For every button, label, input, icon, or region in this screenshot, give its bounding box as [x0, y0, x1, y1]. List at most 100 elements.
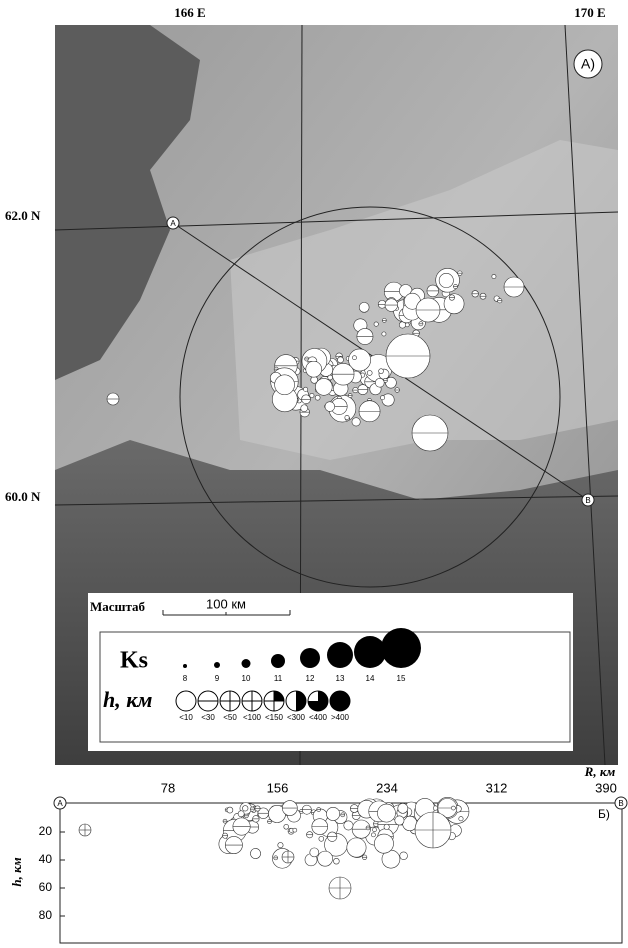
ks-class-label: 9 [215, 674, 220, 683]
epicenter [301, 405, 308, 412]
hypocenter [318, 851, 333, 866]
epicenter [367, 370, 372, 375]
longitude-label: 170 E [574, 5, 605, 20]
epicenter [374, 322, 378, 326]
epicenter [375, 378, 384, 387]
ks-title: Ks [120, 648, 148, 674]
ks-class-label: 14 [366, 674, 375, 683]
epicenter [306, 361, 322, 377]
epicenter [380, 396, 384, 400]
hypocenter [374, 834, 393, 853]
hypocenter [372, 828, 376, 832]
hypocenter [250, 848, 260, 858]
hypocenter [344, 821, 353, 830]
hypocenter [284, 824, 289, 829]
ks-symbol [214, 662, 220, 668]
epicenter [303, 387, 307, 391]
epicenter [352, 356, 356, 360]
depth-class-label: >400 [331, 713, 350, 722]
depth-class-label: <400 [309, 713, 328, 722]
hypocenter [459, 817, 463, 821]
legend-box [88, 593, 573, 751]
epicenter [275, 375, 295, 395]
hypocenter [333, 858, 339, 864]
epicenter [492, 274, 496, 278]
depth-class-label: <30 [201, 713, 215, 722]
hypocenter [326, 807, 339, 820]
y-tick-label: 20 [39, 824, 53, 838]
longitude-label: 166 E [174, 5, 205, 20]
latitude-label: 62.0 N [5, 208, 41, 223]
hypocenter [384, 824, 389, 829]
epicenter [315, 395, 320, 400]
ks-symbol [354, 636, 386, 668]
point-label: A [170, 219, 176, 228]
depth-class-label: <50 [223, 713, 237, 722]
x-tick-label: 390 [595, 780, 617, 795]
epicenter [439, 273, 453, 287]
x-axis-title: R, км [584, 764, 616, 779]
hypocenter [398, 803, 408, 813]
latitude-label: 60.0 N [5, 489, 41, 504]
hypocenter [395, 816, 404, 825]
ks-class-label: 11 [274, 674, 283, 683]
y-tick-label: 40 [39, 852, 53, 866]
ks-symbol [183, 664, 187, 668]
ks-class-label: 10 [242, 674, 251, 683]
hypocenter [377, 804, 395, 822]
profile-panel: R, км Б) A B h, км 78 156 234 312 390 20 40 60 8… [9, 764, 627, 943]
epicenter [328, 375, 333, 380]
hypocenter [400, 852, 408, 860]
hypocenter [371, 833, 375, 837]
ks-class-label: 15 [397, 674, 406, 683]
hypocenter [227, 807, 233, 813]
panel-label: Б) [598, 807, 610, 821]
epicenter [352, 418, 360, 426]
epicenter [315, 378, 332, 395]
x-tick-label: 156 [267, 780, 289, 795]
figure: A B A) Масштаб 100 км Ks h, км 891011121… [0, 0, 628, 948]
y-axis-title: h, км [9, 857, 24, 886]
epicenter [379, 369, 384, 374]
hypocenter [242, 806, 248, 812]
hypocenter [433, 806, 437, 810]
depth-class-label: <100 [243, 713, 262, 722]
hypocenter [293, 828, 297, 832]
epicenter [359, 302, 369, 312]
hypocenter [319, 836, 324, 841]
ks-symbol [300, 648, 320, 668]
ks-class-label: 13 [336, 674, 345, 683]
epicenter [382, 332, 386, 336]
epicenter [337, 357, 343, 363]
y-tick-label: 80 [39, 908, 53, 922]
x-tick-label: 312 [486, 780, 508, 795]
x-tick-label: 234 [376, 780, 398, 795]
epicenter [405, 323, 409, 327]
ks-symbol [381, 628, 421, 668]
point-label: A [57, 799, 63, 808]
hypocenter [451, 806, 455, 810]
hypocenter [310, 848, 319, 857]
ks-symbol [271, 654, 285, 668]
depth-class-label: <10 [179, 713, 193, 722]
depth-symbol [176, 691, 196, 711]
epicenter [345, 415, 349, 419]
profile-frame [60, 803, 622, 943]
depth-title: h, км [103, 687, 152, 712]
ks-symbol [327, 642, 353, 668]
point-label: B [585, 496, 590, 505]
hypocenter [278, 842, 283, 847]
hypocenter [347, 838, 366, 857]
y-tick-label: 60 [39, 880, 53, 894]
ks-class-label: 12 [306, 674, 315, 683]
ks-symbol [242, 659, 251, 668]
point-label: B [618, 799, 623, 808]
scale-length: 100 км [206, 596, 246, 611]
depth-class-label: <300 [287, 713, 306, 722]
epicenter [310, 393, 314, 397]
ks-class-label: 8 [183, 674, 188, 683]
epicenter [325, 402, 335, 412]
depth-class-label: <150 [265, 713, 284, 722]
x-tick-label: 78 [161, 780, 175, 795]
